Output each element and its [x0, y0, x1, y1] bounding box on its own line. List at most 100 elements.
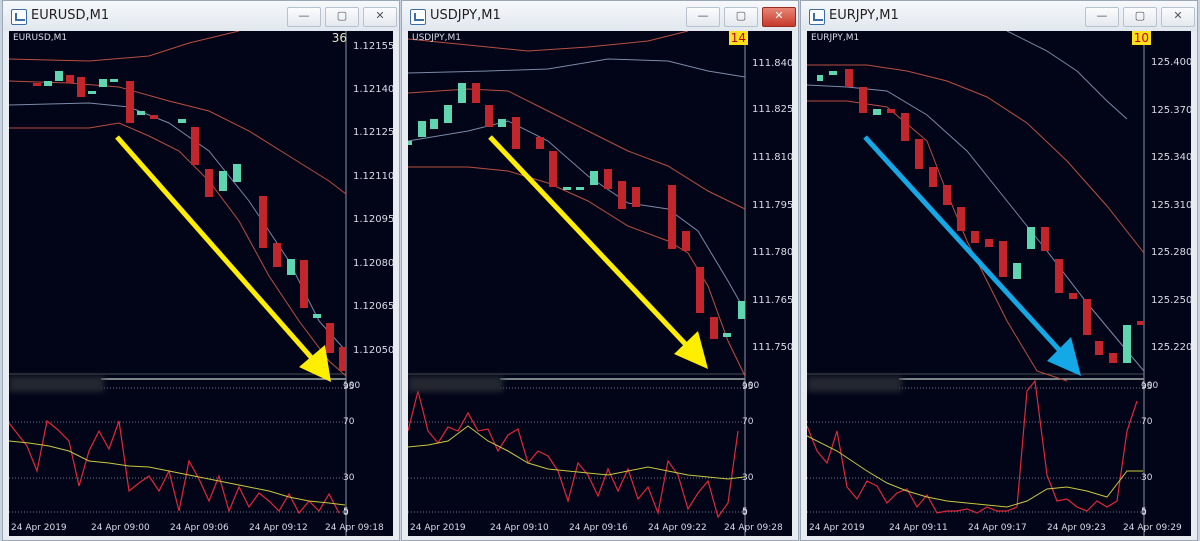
candle — [1083, 299, 1091, 335]
price-chart[interactable]: EURJPY,M1 10 125.400 125.370 125.340 125… — [807, 31, 1191, 536]
candle — [205, 169, 213, 197]
middle-band — [9, 102, 347, 352]
candle — [1013, 263, 1021, 279]
trend-arrow-head — [674, 331, 708, 369]
candle — [1069, 293, 1077, 299]
indicator-tick: 70 — [742, 417, 754, 427]
candle — [88, 91, 96, 94]
price-tick: 111.795 — [752, 200, 792, 211]
price-tick: 1.12155 — [353, 41, 393, 52]
blurred-indicator-label — [408, 376, 503, 392]
title-bar[interactable]: USDJPY,M1 — ▢ ✕ — [402, 1, 798, 31]
maximize-button[interactable]: ▢ — [325, 7, 359, 27]
signal-line — [807, 435, 1143, 508]
window-title: EURJPY,M1 — [829, 8, 899, 23]
candle — [738, 301, 745, 319]
candle — [915, 139, 923, 169]
price-tick: 125.280 — [1151, 247, 1191, 258]
window-title: USDJPY,M1 — [430, 8, 501, 23]
trend-arrow-shaft — [863, 135, 1064, 355]
time-label: 24 Apr 09:06 — [170, 523, 229, 533]
time-label: 24 Apr 09:17 — [968, 523, 1027, 533]
candles — [408, 83, 745, 339]
chart-app-icon — [809, 9, 825, 25]
chart-window-eurusd[interactable]: EURUSD,M1 — ▢ ✕ — [2, 0, 400, 541]
close-button[interactable]: ✕ — [762, 7, 796, 27]
upper-band — [807, 64, 1145, 254]
candle — [590, 171, 598, 185]
indicator-tick: 0 — [742, 508, 748, 518]
candle — [563, 187, 571, 190]
chart-canvas — [9, 31, 347, 536]
candle — [999, 241, 1007, 277]
rsi-line — [408, 390, 739, 519]
price-tick: 111.780 — [752, 247, 792, 258]
candle — [300, 260, 308, 308]
price-tick: 111.810 — [752, 152, 792, 163]
symbol-label: EURJPY,M1 — [811, 33, 860, 43]
indicator-tick: 5 — [1141, 507, 1147, 517]
indicator-tick: 5 — [742, 507, 748, 517]
upper-band — [9, 80, 347, 195]
candle — [77, 77, 85, 97]
candle — [178, 119, 186, 123]
candle — [55, 71, 63, 81]
minimize-button[interactable]: — — [686, 7, 720, 27]
indicator-tick: 0 — [343, 508, 349, 518]
chart-window-usdjpy[interactable]: USDJPY,M1 — ▢ ✕ — [401, 0, 799, 541]
chart-canvas — [807, 31, 1145, 536]
price-tick: 125.250 — [1151, 295, 1191, 306]
candle — [458, 83, 466, 103]
price-chart[interactable]: USDJPY,M1 14 111.840 111.825 111.810 111… — [408, 31, 792, 536]
price-tick: 1.12125 — [353, 127, 393, 138]
trend-arrow-head — [299, 345, 331, 382]
candle — [408, 141, 412, 145]
candle — [845, 69, 853, 87]
candle — [1123, 325, 1131, 363]
candle — [1095, 341, 1103, 355]
title-bar[interactable]: EURJPY,M1 — ▢ ✕ — [801, 1, 1197, 31]
indicator-tick: 70 — [1141, 417, 1153, 427]
indicator-tick: 0 — [1141, 508, 1147, 518]
indicator-tick: 95 — [742, 382, 754, 392]
candle — [137, 111, 145, 115]
indicator-tick: 70 — [343, 417, 355, 427]
candle — [150, 115, 158, 119]
chart-window-eurjpy[interactable]: EURJPY,M1 — ▢ ✕ — [800, 0, 1198, 541]
close-button[interactable]: ✕ — [363, 7, 397, 27]
minimize-button[interactable]: — — [1085, 7, 1119, 27]
candle — [957, 207, 965, 231]
candle — [191, 127, 199, 165]
candle — [549, 151, 557, 187]
time-label: 24 Apr 09:22 — [648, 523, 707, 533]
maximize-button[interactable]: ▢ — [1123, 7, 1157, 27]
price-tick: 125.220 — [1151, 342, 1191, 353]
minimize-button[interactable]: — — [287, 7, 321, 27]
symbol-label: EURUSD,M1 — [13, 33, 68, 43]
price-tick: 125.370 — [1151, 105, 1191, 116]
blurred-indicator-label — [9, 376, 104, 392]
close-button[interactable]: ✕ — [1161, 7, 1195, 27]
upper-band — [408, 88, 746, 210]
candle — [233, 164, 241, 182]
candle — [618, 181, 626, 209]
candle — [44, 81, 52, 86]
candle — [859, 87, 867, 113]
candle — [512, 117, 520, 149]
candle — [126, 81, 134, 123]
candle — [723, 333, 731, 337]
maximize-button[interactable]: ▢ — [724, 7, 758, 27]
candle — [326, 323, 334, 353]
candle — [710, 317, 718, 339]
trend-arrow-shaft — [115, 135, 319, 366]
title-bar[interactable]: EURUSD,M1 — ▢ ✕ — [3, 1, 399, 31]
candle — [576, 187, 584, 190]
candle — [943, 185, 951, 205]
price-tick: 111.750 — [752, 342, 792, 353]
trend-arrow-shaft — [488, 135, 692, 351]
price-tick: 1.12140 — [353, 84, 393, 95]
time-label: 24 Apr 2019 — [11, 523, 67, 533]
price-chart[interactable]: EURUSD,M1 36 1.12155 1.12140 1.12125 1.1… — [9, 31, 393, 536]
price-tick: 125.310 — [1151, 200, 1191, 211]
candle — [444, 105, 452, 123]
